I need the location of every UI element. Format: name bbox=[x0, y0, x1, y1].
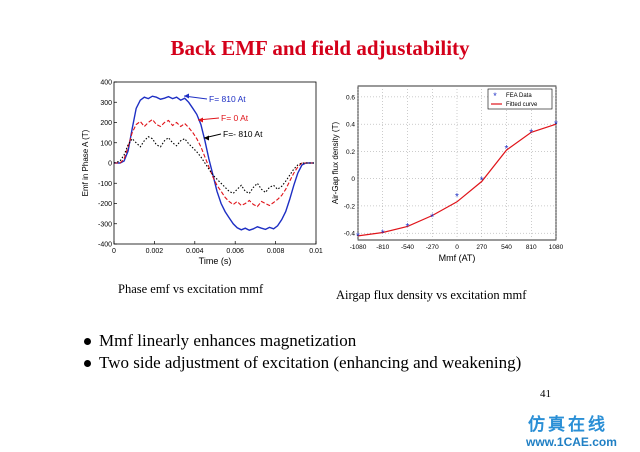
x-tick-label: 0 bbox=[455, 244, 459, 251]
x-tick-label: 0.01 bbox=[309, 248, 323, 255]
slide-title: Back EMF and field adjustability bbox=[170, 36, 470, 60]
x-tick-label: 270 bbox=[476, 244, 487, 251]
x-tick-label: 0.008 bbox=[267, 248, 285, 255]
legend-box bbox=[487, 88, 553, 110]
data-point-marker: * bbox=[455, 192, 459, 203]
y-tick-label: -200 bbox=[98, 201, 112, 208]
chart2-caption: Airgap flux density vs excitation mmf bbox=[336, 288, 527, 302]
data-point-marker: * bbox=[356, 231, 360, 242]
airgap-flux-plot: -1080 -810 -540 -270 0 270 540 810 1080 -0.4 -0.2 0… bbox=[331, 85, 564, 263]
y-tick-label: 0.6 bbox=[346, 94, 355, 101]
phase-emf-chart: 0 0.002 0.004 0.006 0.008 0.01 -400 -300 -200 -10… bbox=[78, 74, 328, 274]
y-axis-label: Air-Gap flux density (T) bbox=[331, 122, 340, 205]
bullet-text: Mmf linearly enhances magnetization bbox=[99, 331, 357, 350]
phase-emf-plot: 0 0.002 0.004 0.006 0.008 0.01 -400 -300 -200 -10… bbox=[81, 80, 323, 267]
data-point-marker: * bbox=[406, 222, 410, 233]
watermark-text: 仿真在线 bbox=[528, 415, 608, 435]
x-tick-label: 0.004 bbox=[186, 248, 204, 255]
y-tick-label: -300 bbox=[98, 221, 112, 228]
plot-frame bbox=[113, 81, 317, 245]
y-tick-label: 400 bbox=[100, 80, 112, 87]
airgap-flux-chart: -1080 -810 -540 -270 0 270 540 810 1080 -0.4 -0.2 0… bbox=[330, 80, 570, 276]
y-tick-label: 300 bbox=[100, 100, 112, 107]
x-tick-label: 810 bbox=[526, 244, 537, 251]
series-label: F= 810 At bbox=[209, 94, 246, 104]
plot-frame bbox=[357, 85, 557, 241]
legend-label: FEA Data bbox=[506, 93, 532, 99]
chart1-caption: Phase emf vs excitation mmf bbox=[118, 282, 264, 296]
legend-marker-icon: * bbox=[493, 91, 497, 101]
bullet-item: Two side adjustment of excitation (enhan… bbox=[84, 352, 521, 374]
arrowhead-icon bbox=[198, 117, 203, 123]
data-point-marker: * bbox=[554, 120, 558, 131]
data-point-marker: * bbox=[505, 144, 509, 155]
x-tick-label: 1080 bbox=[549, 244, 564, 251]
y-tick-label: -0.4 bbox=[344, 231, 356, 238]
x-axis-label: Mmf (AT) bbox=[439, 253, 476, 263]
bullet-item: Mmf linearly enhances magnetization bbox=[84, 330, 521, 352]
series-line bbox=[113, 136, 314, 195]
y-tick-label: 0 bbox=[108, 161, 112, 168]
x-tick-label: -1080 bbox=[350, 244, 367, 251]
y-tick-label: -100 bbox=[98, 181, 112, 188]
x-tick-label: 0.002 bbox=[146, 248, 164, 255]
data-point-marker: * bbox=[430, 212, 434, 223]
data-point-marker: * bbox=[529, 128, 533, 139]
x-tick-label: 540 bbox=[501, 244, 512, 251]
y-axis-label: Emf in Phase A (T) bbox=[81, 129, 90, 196]
data-point-marker: * bbox=[381, 229, 385, 240]
x-tick-label: -810 bbox=[376, 244, 389, 251]
bullet-dot-icon bbox=[84, 359, 91, 367]
series-label: F=- 810 At bbox=[223, 129, 263, 139]
y-tick-label: -400 bbox=[98, 242, 112, 249]
series-line bbox=[114, 95, 314, 231]
y-tick-label: 0.2 bbox=[346, 149, 355, 156]
series-line bbox=[114, 118, 314, 208]
x-tick-label: 0 bbox=[112, 248, 116, 255]
bullet-list: Mmf linearly enhances magnetization Two … bbox=[84, 330, 521, 374]
watermark-url: www.1CAE.com bbox=[526, 435, 617, 449]
x-axis-label: Time (s) bbox=[199, 256, 232, 266]
x-tick-label: 0.006 bbox=[226, 248, 244, 255]
arrowhead-icon bbox=[204, 135, 209, 141]
page-number: 41 bbox=[540, 388, 551, 400]
y-tick-label: 100 bbox=[100, 140, 112, 147]
y-tick-label: 0.4 bbox=[346, 122, 355, 129]
y-tick-label: -0.2 bbox=[344, 203, 356, 210]
y-tick-label: 0 bbox=[351, 176, 355, 183]
x-tick-label: -540 bbox=[401, 244, 414, 251]
series-label: F= 0 At bbox=[221, 113, 249, 123]
legend-label: Fitted curve bbox=[506, 102, 538, 108]
x-tick-label: -270 bbox=[426, 244, 439, 251]
series-line bbox=[357, 123, 557, 237]
arrowhead-icon bbox=[184, 93, 189, 99]
bullet-dot-icon bbox=[84, 337, 91, 345]
bullet-text: Two side adjustment of excitation (enhan… bbox=[99, 353, 522, 372]
y-tick-label: 200 bbox=[100, 120, 112, 127]
data-point-marker: * bbox=[480, 176, 484, 187]
